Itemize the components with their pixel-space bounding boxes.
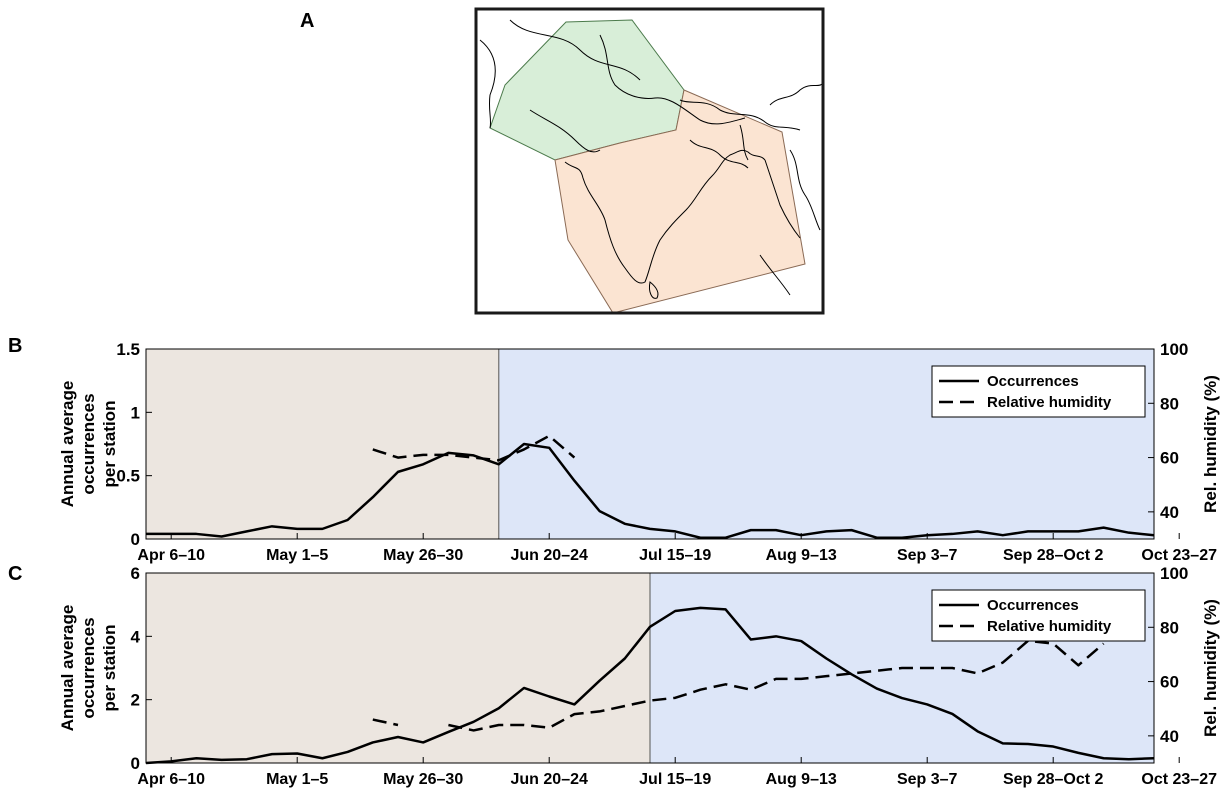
legend-entry-label: Occurrences <box>987 373 1079 390</box>
series-occurrences <box>146 442 1155 539</box>
series-relative-humidity <box>372 434 576 462</box>
y2-tick-label: 100 <box>1160 340 1188 359</box>
y2-tick-label: 100 <box>1160 564 1188 583</box>
x-tick-label: Jun 20–24 <box>511 547 588 564</box>
x-tick-label: Oct 23–27 <box>1141 771 1217 788</box>
y2-tick-label: 40 <box>1160 727 1179 746</box>
y-tick-label: 0.5 <box>116 467 140 486</box>
x-tick-label: Sep 28–Oct 2 <box>1003 771 1104 788</box>
y2-tick-label: 40 <box>1160 503 1179 522</box>
y-tick-label: 0 <box>131 530 140 549</box>
y-axis-label: Annual average occurrences per station <box>58 381 119 508</box>
map-frame <box>474 7 825 315</box>
x-tick-label: Oct 23–27 <box>1141 547 1217 564</box>
x-tick-label: Jul 15–19 <box>639 771 711 788</box>
y2-axis-label: Rel. humidity (%) <box>1201 375 1220 513</box>
shade-dry-season <box>146 573 650 763</box>
legend-box <box>931 589 1146 642</box>
y-tick-label: 2 <box>131 691 140 710</box>
y-axis-label: Annual average occurrences per station <box>58 605 119 732</box>
y2-tick-label: 80 <box>1160 394 1179 413</box>
y-tick-label: 1 <box>131 403 140 422</box>
y-tick-label: 0 <box>131 754 140 773</box>
shade-dry-season <box>146 349 499 539</box>
x-tick-label: May 26–30 <box>383 771 463 788</box>
x-tick-label: May 1–5 <box>266 771 328 788</box>
map-panel <box>474 7 825 315</box>
legend: Occurrences Relative humidity <box>931 365 1146 418</box>
x-tick-label: Sep 28–Oct 2 <box>1003 547 1104 564</box>
legend-entry-label: Occurrences <box>987 597 1079 614</box>
x-tick-label: Jun 20–24 <box>511 771 588 788</box>
plot-frame <box>145 348 1155 540</box>
y-tick-label: 6 <box>131 564 140 583</box>
y2-tick-label: 60 <box>1160 673 1179 692</box>
y-tick-label: 4 <box>131 627 141 646</box>
chart-c: 0 2 4 6 40 60 80 100 Apr 6–10 May 1–5 May 26–30 Jun… <box>58 564 1220 788</box>
x-tick-label: May 26–30 <box>383 547 463 564</box>
panel-label-b: B <box>8 335 22 357</box>
chart-b: 0 0.5 1 1.5 40 60 80 100 Apr 6–10 May 1–5 May 26–3… <box>58 340 1220 564</box>
x-tick-label: Jul 15–19 <box>639 547 711 564</box>
x-tick-label: Aug 9–13 <box>766 547 837 564</box>
y2-axis-label: Rel. humidity (%) <box>1201 599 1220 737</box>
panel-label-c: C <box>8 563 22 585</box>
legend: Occurrences Relative humidity <box>931 589 1146 642</box>
x-tick-label: May 1–5 <box>266 547 328 564</box>
x-tick-label: Apr 6–10 <box>137 771 205 788</box>
plot-frame <box>145 572 1155 764</box>
x-tick-label: Sep 3–7 <box>897 547 958 564</box>
series-relative-humidity <box>372 718 399 727</box>
coastline <box>479 19 823 299</box>
y-tick-label: 1.5 <box>116 340 140 359</box>
legend-entry-label: Relative humidity <box>987 394 1112 411</box>
x-tick-label: Sep 3–7 <box>897 771 958 788</box>
series-relative-humidity <box>448 639 1105 732</box>
legend-entry-label: Relative humidity <box>987 618 1112 635</box>
x-tick-label: Apr 6–10 <box>137 547 205 564</box>
legend-box <box>931 365 1146 418</box>
y2-tick-label: 60 <box>1160 449 1179 468</box>
y2-tick-label: 80 <box>1160 618 1179 637</box>
series-occurrences <box>145 606 1155 765</box>
panel-label-a: A <box>300 10 314 32</box>
x-tick-label: Aug 9–13 <box>766 771 837 788</box>
